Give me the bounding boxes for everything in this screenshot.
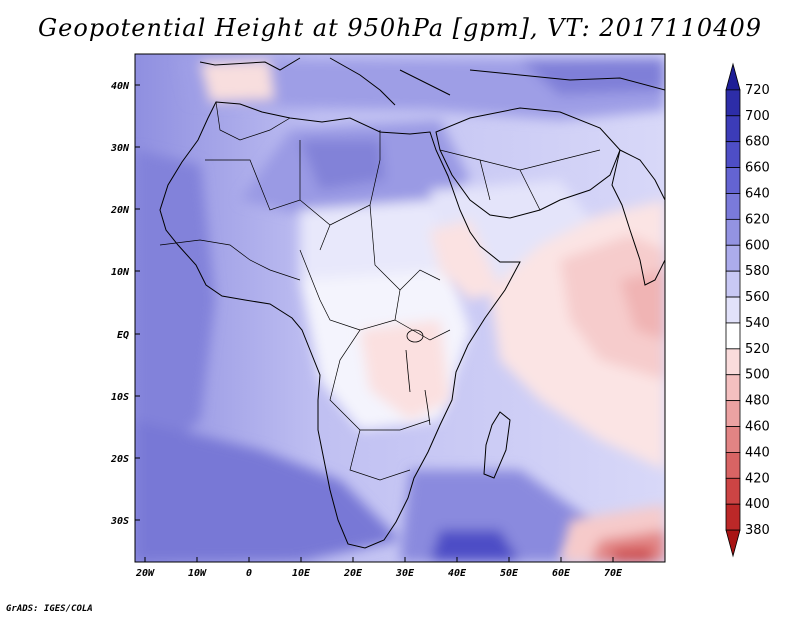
colorbar-label: 660 bbox=[745, 161, 770, 176]
colorbar-label: 420 bbox=[745, 471, 770, 486]
lon-label: 30E bbox=[395, 568, 415, 579]
credit-text: GrADS: IGES/COLA bbox=[6, 604, 93, 614]
colorbar-label: 600 bbox=[745, 238, 770, 253]
lon-label: 10W bbox=[188, 568, 207, 579]
colorbar-label: 620 bbox=[745, 212, 770, 227]
colorbar-segment bbox=[725, 426, 741, 453]
colorbar-label: 580 bbox=[745, 264, 770, 279]
lon-label: 60E bbox=[552, 568, 571, 579]
madagascar-outline bbox=[483, 411, 511, 479]
lake-tanganyika bbox=[405, 349, 411, 393]
colorbar-segment bbox=[725, 244, 741, 272]
colorbar-arrow-bottom bbox=[725, 529, 741, 558]
colorbar-segment bbox=[725, 89, 741, 117]
lake-victoria bbox=[406, 329, 424, 343]
colorbar-label: 400 bbox=[745, 497, 770, 512]
lat-label: 20S bbox=[110, 454, 129, 465]
colorbar-label: 520 bbox=[745, 342, 770, 357]
map-frame bbox=[134, 53, 666, 563]
lon-label: 10E bbox=[292, 568, 311, 579]
lat-label: 10N bbox=[111, 267, 130, 278]
colorbar-segment bbox=[725, 374, 741, 402]
india-outline bbox=[611, 149, 665, 286]
lat-axis: 40N 30N 20N 10N EQ 10S 20S 30S bbox=[110, 81, 140, 527]
colorbar-label: 700 bbox=[745, 109, 770, 124]
lat-label: 30S bbox=[110, 516, 129, 527]
colorbar-segment bbox=[725, 452, 741, 479]
colorbar: 720 700 680 660 640 620 600 580 560 540 520 500 480 4… bbox=[725, 62, 770, 558]
arabia-outline bbox=[435, 107, 621, 219]
lon-label: 20W bbox=[135, 568, 155, 579]
colorbar-segment bbox=[725, 270, 741, 298]
colorbar-label: 720 bbox=[745, 83, 770, 98]
lon-label: 50E bbox=[500, 568, 519, 579]
colorbar-segment bbox=[725, 322, 741, 350]
colorbar-label: 440 bbox=[745, 445, 770, 460]
colorbar-segment bbox=[725, 400, 741, 427]
colorbar-segment bbox=[725, 348, 741, 376]
lon-label: 20E bbox=[343, 568, 363, 579]
colorbar-label: 460 bbox=[745, 420, 770, 435]
lon-label: 0 bbox=[246, 568, 252, 579]
colorbar-segment bbox=[725, 193, 741, 220]
lon-label: 40E bbox=[448, 568, 467, 579]
colorbar-label: 640 bbox=[745, 186, 770, 201]
colorbar-label: 380 bbox=[745, 523, 770, 538]
colorbar-segment bbox=[725, 296, 741, 324]
africa-coastline bbox=[159, 101, 521, 549]
lat-label: 30N bbox=[110, 143, 130, 154]
colorbar-segment bbox=[725, 115, 741, 143]
colorbar-segment bbox=[725, 218, 741, 246]
colorbar-label: 480 bbox=[745, 394, 770, 409]
europe-coastline bbox=[199, 57, 665, 106]
colorbar-segment bbox=[725, 477, 741, 505]
colorbar-label: 680 bbox=[745, 135, 770, 150]
lat-label: 40N bbox=[111, 81, 130, 92]
colorbar-arrow-top bbox=[725, 62, 741, 91]
colorbar-label: 540 bbox=[745, 316, 770, 331]
lat-label: 10S bbox=[111, 392, 129, 403]
lat-label: EQ bbox=[117, 330, 129, 341]
colorbar-segment bbox=[725, 503, 741, 531]
lake-malawi bbox=[424, 389, 431, 426]
chart-title: Geopotential Height at 950hPa [gpm], VT:… bbox=[38, 14, 762, 42]
height-field bbox=[135, 54, 665, 562]
colorbar-label: 560 bbox=[745, 290, 770, 305]
colorbar-segment bbox=[725, 167, 741, 194]
lon-axis: 20W 10W 0 10E 20E 30E 40E 50E 60E 70E bbox=[135, 557, 623, 579]
lon-label: 70E bbox=[604, 568, 623, 579]
colorbar-label: 500 bbox=[745, 368, 770, 383]
lat-label: 20N bbox=[110, 205, 130, 216]
colorbar-segment bbox=[725, 141, 741, 168]
